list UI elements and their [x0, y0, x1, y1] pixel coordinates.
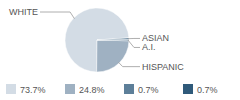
leader-line [128, 38, 140, 39]
pie-slice [65, 8, 129, 72]
pie-slice [97, 40, 129, 72]
chart: ASIANA.I.HISPANICWHITE73.7%24.8%0.7%0.7% [0, 0, 240, 100]
leader-line [128, 40, 140, 47]
legend-label: 0.7% [138, 85, 159, 95]
legend-label: 0.7% [197, 85, 218, 95]
slice-label: WHITE [9, 7, 38, 17]
legend-swatch [124, 84, 134, 94]
legend-swatch [65, 84, 75, 94]
chart-container: ASIANA.I.HISPANICWHITE73.7%24.8%0.7%0.7% [0, 0, 240, 100]
leader-line [119, 62, 140, 66]
legend-label: 24.8% [79, 85, 105, 95]
pie-slice [97, 38, 129, 40]
slice-label: A.I. [142, 42, 156, 52]
legend-swatch [183, 84, 193, 94]
legend-swatch [6, 84, 16, 94]
leader-line [40, 12, 74, 19]
legend-label: 73.7% [20, 85, 46, 95]
pie [65, 8, 129, 72]
slice-label: HISPANIC [142, 62, 184, 72]
legend: 73.7% 24.8% 0.7% 0.7% [6, 84, 218, 95]
